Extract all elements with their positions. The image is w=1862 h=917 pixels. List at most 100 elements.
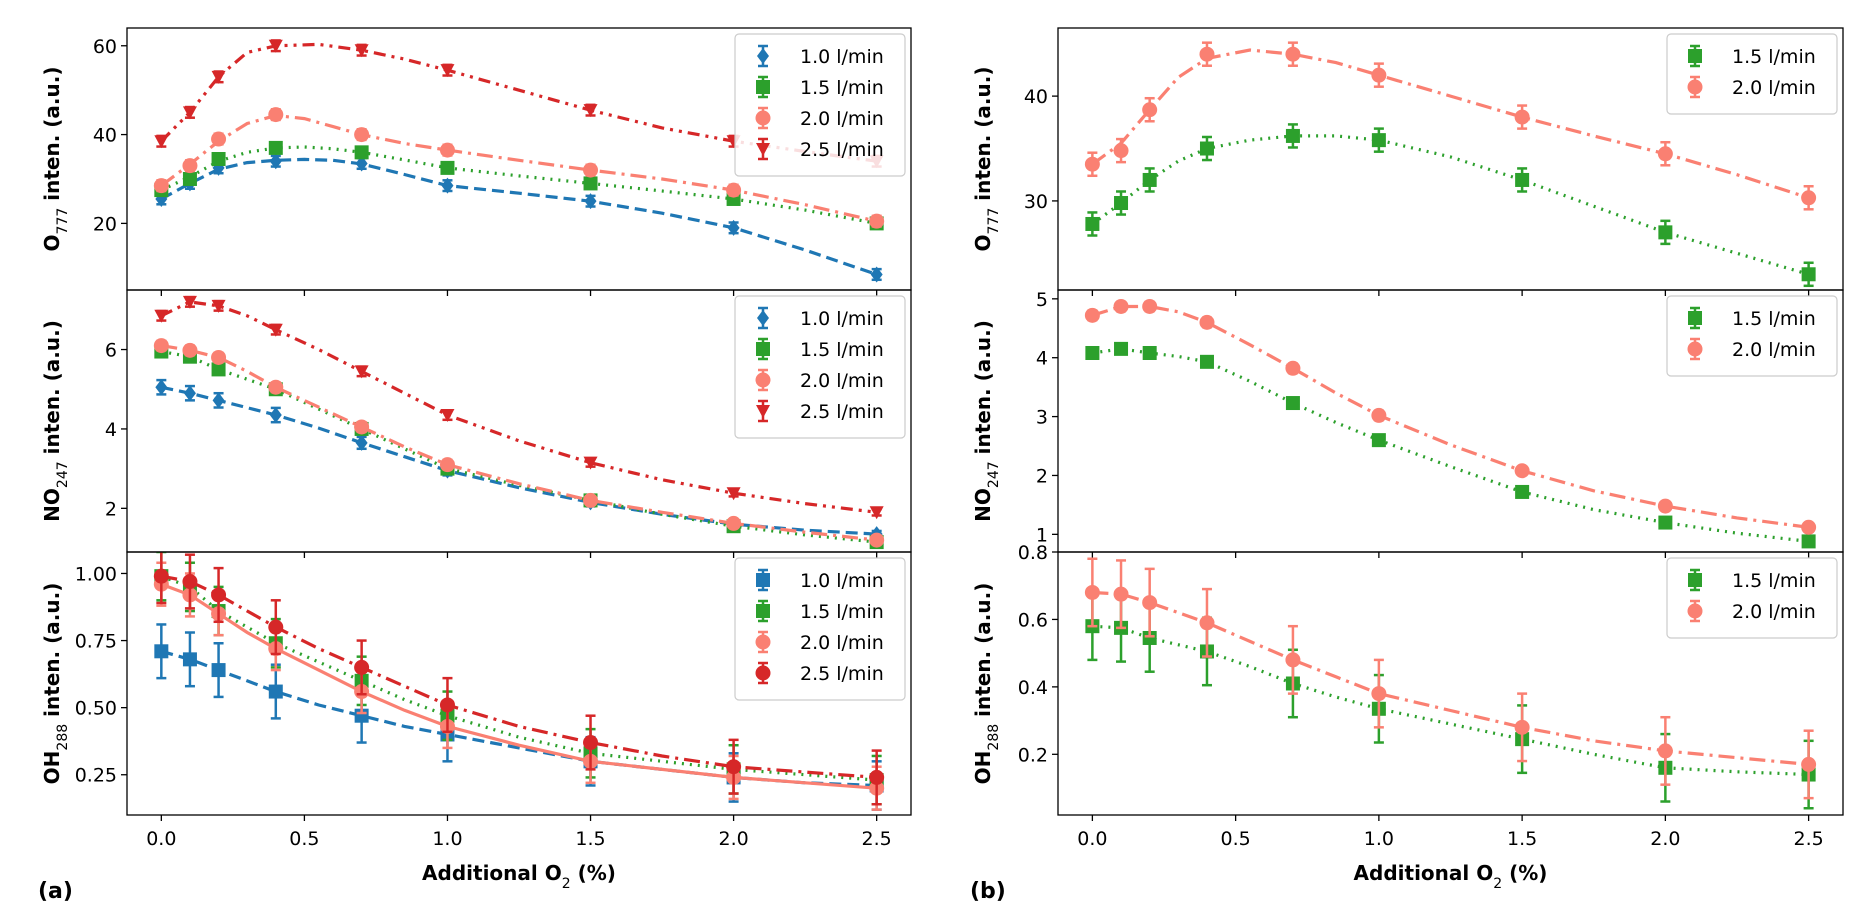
data-point [354,419,370,435]
data-point [1657,498,1673,514]
data-point [1801,519,1817,535]
legend-label: 1.5 l/min [800,77,884,99]
data-point [1142,345,1157,360]
x-tick-label: 2.5 [1794,828,1824,850]
y-tick-label: 0.25 [75,765,117,787]
legend-label: 2.5 l/min [800,139,884,161]
data-point [1084,156,1100,172]
data-point [440,160,455,175]
data-point [354,365,369,379]
series-line-1 [1092,590,1809,766]
series-line-0 [1091,134,1810,276]
y-tick-label: 2 [1036,465,1048,487]
x-tick-label: 0.5 [1221,828,1251,850]
legend-label: 1.0 l/min [800,46,884,68]
data-point [354,44,369,58]
y-tick-label: 0.2 [1018,744,1048,766]
y-tick-label: 30 [1024,191,1048,213]
series-group [153,552,885,811]
y-label-sub: 777 [986,208,1002,235]
legend-label: 1.5 l/min [1732,308,1816,330]
x-tick-label: 2.0 [718,828,748,850]
y-tick-label: 40 [93,125,117,147]
y-label-tail: inten. (a.u.) [971,320,995,461]
data-point [182,574,198,590]
data-point [727,219,740,236]
data-point [441,177,454,194]
legend-label: 2.0 l/min [800,108,884,130]
x-axis-label-a: Additional O2 (%) [422,861,616,892]
data-point [212,392,225,409]
y-tick-label: 60 [93,36,117,58]
data-point [440,409,455,423]
data-point [1371,133,1386,148]
data-point [1657,146,1673,162]
data-point [726,515,742,531]
data-point [182,171,197,186]
x-tick-label: 2.5 [862,828,892,850]
legend-label: 1.0 l/min [800,308,884,330]
series-group [1084,41,1817,288]
data-point [1199,46,1215,62]
legend: 1.5 l/min 2.0 l/min [1666,557,1838,639]
x-tick-label: 1.0 [1364,828,1394,850]
series-line-1 [1091,48,1810,200]
data-point [211,349,227,365]
data-point [182,295,197,309]
data-point [1371,67,1387,83]
legend: 1.0 l/min 1.5 l/min 2.0 l/min 2.5 l/min [734,33,906,177]
y-axis-label: OH288 inten. (a.u.) [40,583,71,785]
data-point [211,587,227,603]
data-point [1285,46,1301,62]
x-tick-label: 0.5 [289,828,319,850]
y-tick-label: 1 [1036,524,1048,546]
data-point [1515,484,1530,499]
data-point [269,153,282,170]
data-point [182,342,198,358]
data-point [1142,298,1158,314]
data-point [1142,172,1157,187]
legend-marker [755,110,771,126]
data-point [869,506,884,520]
legend-label: 2.0 l/min [1732,601,1816,623]
data-point [1199,314,1215,330]
data-point [268,140,283,155]
y-tick-label: 4 [1036,348,1048,370]
data-point [1285,360,1301,376]
y-label-sub: 777 [55,208,71,235]
data-point [1285,128,1300,143]
data-point [153,338,169,354]
legend-frame [734,33,906,177]
x-label-main: Additional O [422,861,562,885]
legend-frame [734,557,906,701]
legend-frame [1666,557,1838,639]
legend-marker [756,143,770,156]
data-point [1114,341,1129,356]
y-tick-label: 2 [105,498,117,520]
data-point [583,162,599,178]
legend-marker [1687,603,1703,619]
y-tick-label: 6 [105,340,117,362]
data-point [1801,534,1816,549]
data-point [211,362,226,377]
x-label-main: Additional O [1354,861,1494,885]
data-point [1514,109,1530,125]
y-label-sub: 288 [986,724,1002,751]
data-point [1371,686,1387,702]
data-point [1084,307,1100,323]
data-point [1085,216,1100,231]
legend-marker [1688,573,1702,587]
data-point [869,213,885,229]
data-point [1371,433,1386,448]
data-point [354,659,370,675]
data-point [1113,586,1129,602]
data-point [1801,756,1817,772]
series-line-3 [160,300,877,514]
data-point [583,104,598,118]
data-point [354,145,369,160]
data-point [153,178,169,194]
y-label-main: O [971,234,995,251]
y-label-tail: inten. (a.u.) [40,583,64,724]
series-line-2 [160,113,878,223]
